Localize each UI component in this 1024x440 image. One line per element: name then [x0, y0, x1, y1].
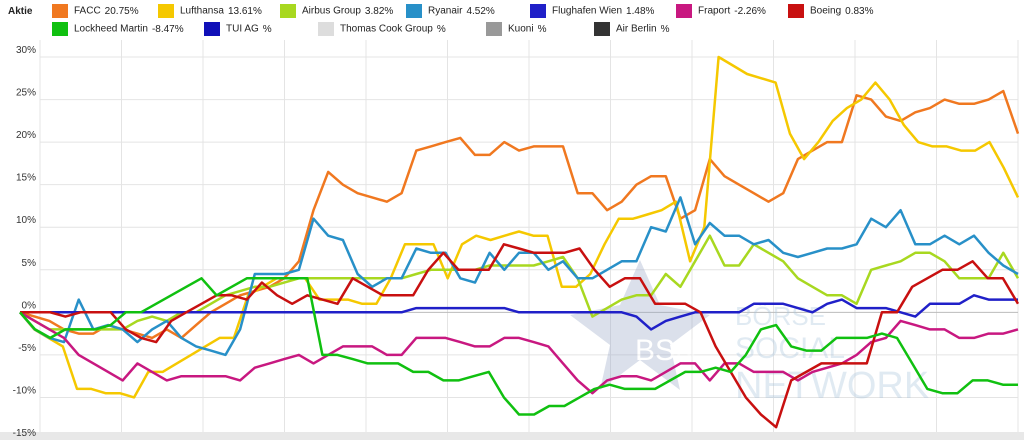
series-line-ryanair [19, 196, 1019, 357]
legend-swatch [204, 22, 220, 36]
legend-item-fraport[interactable]: Fraport -2.26% [676, 4, 766, 18]
legend-item-lufthansa[interactable]: Lufthansa 13.61% [158, 4, 262, 18]
legend-change: 3.82% [364, 5, 394, 17]
y-tick-label: 25% [16, 88, 36, 99]
legend-label: Lufthansa [180, 5, 224, 17]
y-tick-label: -15% [13, 428, 36, 439]
line-chart: BSN BÖRSE SOCIAL NETWORK -15% -10% -5% 0% 5%… [0, 40, 1024, 440]
legend-label: Air Berlin [616, 23, 657, 35]
series-line-lufthansa [19, 55, 1020, 399]
legend-swatch [52, 22, 68, 36]
legend-item-boeing[interactable]: Boeing 0.83% [788, 4, 874, 18]
chart-legend: Aktie FACC 20.75% Lufthansa 13.61% Airbus Gr… [0, 0, 1024, 40]
legend-change: 4.52% [466, 5, 495, 17]
legend-item-facc[interactable]: FACC 20.75% [52, 4, 139, 18]
y-tick-label: 10% [16, 215, 36, 226]
legend-change: -8.47% [151, 23, 184, 35]
legend-swatch [158, 4, 174, 18]
y-tick-label: -10% [13, 385, 36, 396]
legend-label: Kuoni [508, 23, 534, 35]
legend-change: -2.26% [734, 5, 766, 17]
watermark-star-icon [570, 260, 710, 390]
legend-label: Lockheed Martin [74, 23, 148, 35]
series-line-fraport [19, 311, 1019, 395]
legend-label: TUI AG [226, 23, 259, 35]
legend-swatch [788, 4, 804, 18]
legend-item-ryanair[interactable]: Ryanair 4.52% [406, 4, 495, 18]
watermark: BSN BÖRSE SOCIAL NETWORK [570, 260, 929, 407]
legend-label: Boeing [810, 5, 842, 17]
y-tick-label: 0% [22, 300, 37, 311]
y-tick-label: 15% [16, 173, 36, 184]
watermark-line-2: SOCIAL [735, 332, 845, 365]
y-tick-label: 20% [16, 130, 36, 141]
legend-change: 20.75% [104, 5, 139, 17]
legend-change: % [262, 23, 272, 35]
legend-change: % [660, 23, 670, 35]
legend-item-kuoni[interactable]: Kuoni% [486, 22, 546, 36]
legend-swatch [318, 22, 334, 36]
y-tick-label: 30% [16, 45, 36, 56]
chart-grid [0, 40, 1024, 440]
legend-change: % [436, 23, 446, 35]
legend-change: 1.48% [626, 5, 655, 17]
legend-item-tui-ag[interactable]: TUI AG% [204, 22, 272, 36]
legend-label: Ryanair [428, 5, 463, 17]
y-tick-label: -5% [18, 343, 36, 354]
legend-change: 13.61% [227, 5, 262, 17]
legend-swatch [52, 4, 68, 18]
legend-label: Fraport [698, 5, 731, 17]
legend-item-lockheed-martin[interactable]: Lockheed Martin -8.47% [52, 22, 184, 36]
legend-item-flughafen-wien[interactable]: Flughafen Wien 1.48% [530, 4, 654, 18]
legend-item-thomas-cook-group[interactable]: Thomas Cook Group% [318, 22, 446, 36]
legend-swatch [530, 4, 546, 18]
legend-label: Airbus Group [302, 5, 361, 17]
y-tick-label: 5% [22, 258, 37, 269]
legend-item-air-berlin[interactable]: Air Berlin% [594, 22, 669, 36]
series-line-facc [19, 89, 1020, 340]
legend-swatch [676, 4, 692, 18]
legend-change: % [537, 23, 547, 35]
series-line-lockheed-martin [19, 277, 1018, 416]
series-lines [19, 55, 1020, 429]
legend-swatch [594, 22, 610, 36]
x-axis-band [0, 432, 1024, 440]
legend-label: Thomas Cook Group [340, 23, 433, 35]
legend-swatch [486, 22, 502, 36]
legend-item-airbus-group[interactable]: Airbus Group 3.82% [280, 4, 393, 18]
legend-swatch [280, 4, 296, 18]
watermark-badge: BSN [635, 334, 697, 367]
legend-change: 0.83% [845, 5, 874, 17]
legend-label: FACC [74, 5, 101, 17]
legend-swatch [406, 4, 422, 18]
y-axis: -15% -10% -5% 0% 5% 10% 15% 20% 25% 30% [13, 45, 36, 439]
series-line-boeing [20, 243, 1020, 429]
legend-heading: Aktie [8, 6, 33, 17]
legend-label: Flughafen Wien [552, 5, 623, 17]
